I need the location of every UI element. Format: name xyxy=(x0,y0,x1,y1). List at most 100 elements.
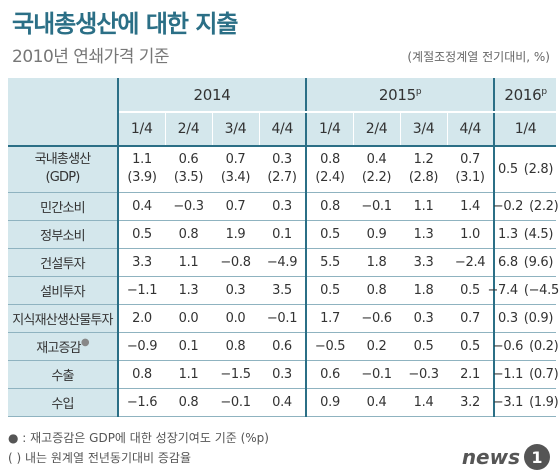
year-header-2016: 2016p xyxy=(493,78,557,113)
table-cell: 0.7 (3.1) xyxy=(447,146,495,193)
table-cell: 0.3 (0.9) xyxy=(493,304,557,333)
table-cell: 0.8 xyxy=(165,220,212,249)
table-cell: 0.0 xyxy=(212,304,259,333)
table-row: 민간소비 0.4 −0.3 0.7 0.3 0.8 −0.1 1.1 1.4 −0.2 (2.2) xyxy=(8,192,559,221)
table-cell: 1.1 xyxy=(165,248,212,277)
row-label: 정부소비 xyxy=(8,220,119,249)
table-cell: 1.4 xyxy=(400,388,448,417)
quarter-header: 1/4 xyxy=(118,112,165,147)
logo-badge: 1 xyxy=(524,444,550,470)
table-cell: −1.1 (0.7) xyxy=(493,360,559,389)
quarter-header: 1/4 xyxy=(305,112,354,147)
table-cell: 0.7 xyxy=(447,304,495,333)
table-cell: 1.2 (2.8) xyxy=(400,146,448,193)
table-cell: 0.0 xyxy=(165,304,212,333)
table-cell: 0.4 xyxy=(259,388,307,417)
table-cell: 1.3 xyxy=(400,220,448,249)
table-cell: 2.1 xyxy=(447,360,495,389)
table-row: 수입 −1.6 0.8 −0.1 0.4 0.9 0.4 1.4 3.2 −3.1 (1.9) xyxy=(8,388,559,417)
row-label: 건설투자 xyxy=(8,248,119,277)
table-cell: 1.9 xyxy=(212,220,259,249)
table-cell: 0.9 xyxy=(305,388,354,417)
table-cell: 1.1 (3.9) xyxy=(118,146,165,193)
table-row-gdp: 국내총생산 (GDP) 1.1 (3.9) 0.6 (3.5) 0.7 (3.4) 0… xyxy=(8,146,557,193)
footnote-inventory: ● : 재고증감은 GDP에 대한 성장기여도 기준 (%p) xyxy=(8,431,269,445)
table-cell: −3.1 (1.9) xyxy=(493,388,559,417)
table-cell: 0.5 xyxy=(447,332,495,361)
table-cell: 3.5 xyxy=(259,276,307,305)
footnotes: ● : 재고증감은 GDP에 대한 성장기여도 기준 (%p) ( ) 내는 원… xyxy=(8,428,269,468)
page-title: 국내총생산에 대한 지출 xyxy=(12,10,239,38)
news1-logo: news 1 xyxy=(462,444,550,470)
table-cell: −0.5 xyxy=(305,332,354,361)
logo-text: news xyxy=(461,445,520,469)
table-cell: 0.6 xyxy=(305,360,354,389)
footnote-marker-icon: ● xyxy=(80,336,90,348)
table-cell: 0.2 xyxy=(353,332,401,361)
table-cell: −1.6 xyxy=(118,388,165,417)
table-cell: −7.4 (−4.5) xyxy=(487,276,560,305)
table-cell: 0.8 (2.4) xyxy=(305,146,354,193)
quarter-header: 4/4 xyxy=(258,112,307,147)
row-label: 수출 xyxy=(8,360,119,389)
table-cell: −0.3 xyxy=(400,360,448,389)
table-cell: 0.8 xyxy=(353,276,401,305)
table-cell: −0.1 xyxy=(353,192,401,221)
table-cell: −2.4 xyxy=(447,248,495,277)
table-cell: 0.6 xyxy=(259,332,307,361)
table-cell: 1.8 xyxy=(353,248,401,277)
table-cell: −0.9 xyxy=(118,332,165,361)
table-row: 설비투자 −1.1 1.3 0.3 3.5 0.5 0.8 1.8 0.5 −7.4 (−4.5) xyxy=(8,276,560,305)
table-cell: 0.5 (2.8) xyxy=(493,146,557,193)
table-cell: −4.9 xyxy=(259,248,307,277)
row-label-gdp: 국내총생산 (GDP) xyxy=(8,146,119,193)
table-cell: 0.3 xyxy=(259,192,307,221)
table-cell: 0.1 xyxy=(259,220,307,249)
table-cell: 1.1 xyxy=(400,192,448,221)
quarter-header: 3/4 xyxy=(399,112,448,147)
unit-note: (계절조정계열 전기대비, %) xyxy=(407,50,550,64)
table-cell: 3.3 xyxy=(400,248,448,277)
table-cell: 5.5 xyxy=(305,248,354,277)
table-cell: 1.0 xyxy=(447,220,495,249)
table-row: 지식재산생산물투자 2.0 0.0 0.0 −0.1 1.7 −0.6 0.3 0.7 0.3 (0… xyxy=(8,304,557,333)
table-cell: 0.4 xyxy=(118,192,165,221)
table-cell: 0.8 xyxy=(118,360,165,389)
row-label: 민간소비 xyxy=(8,192,119,221)
table-cell: −0.1 xyxy=(353,360,401,389)
table-cell: 1.8 xyxy=(400,276,448,305)
table-cell: 0.5 xyxy=(400,332,448,361)
table-cell: 2.0 xyxy=(118,304,165,333)
table-cell: 1.3 (4.5) xyxy=(493,220,557,249)
row-label: 설비투자 xyxy=(8,276,119,305)
table-cell: 0.3 xyxy=(400,304,448,333)
table-cell: 0.3 (2.7) xyxy=(259,146,307,193)
table-cell: 0.4 (2.2) xyxy=(353,146,401,193)
table-cell: −0.1 xyxy=(212,388,259,417)
table-cell: −0.6 (0.2) xyxy=(493,332,559,361)
table-cell: 0.6 (3.5) xyxy=(165,146,212,193)
row-label: 지식재산생산물투자 xyxy=(8,304,119,333)
table-cell: −1.1 xyxy=(118,276,165,305)
table-row: 건설투자 3.3 1.1 −0.8 −4.9 5.5 1.8 3.3 −2.4 6.8 (9.6) xyxy=(8,248,557,277)
gdp-expenditure-table: 2014 2015p 2016p 1/4 2/4 3/4 4/4 1/4 2/4… xyxy=(8,78,560,417)
year-header-2014: 2014 xyxy=(118,78,307,113)
table-row: 재고증감● −0.9 0.1 0.8 0.6 −0.5 0.2 0.5 0.5 −0.6 (0.2) xyxy=(8,332,559,361)
quarter-header: 4/4 xyxy=(446,112,495,147)
quarter-header: 1/4 xyxy=(493,112,557,147)
row-label: 수입 xyxy=(8,388,119,417)
table-cell: 0.4 xyxy=(353,388,401,417)
table-cell: −0.3 xyxy=(165,192,212,221)
table-row: 정부소비 0.5 0.8 1.9 0.1 0.5 0.9 1.3 1.0 1.3 (4.5) xyxy=(8,220,557,249)
table-cell: 0.8 xyxy=(165,388,212,417)
table-cell: 0.5 xyxy=(118,220,165,249)
table-cell: −1.5 xyxy=(212,360,259,389)
table-cell: −0.2 (2.2) xyxy=(493,192,559,221)
table-cell: 3.3 xyxy=(118,248,165,277)
table-cell: 6.8 (9.6) xyxy=(493,248,557,277)
table-cell: 0.9 xyxy=(353,220,401,249)
table-cell: 1.4 xyxy=(447,192,495,221)
table-cell: 0.1 xyxy=(165,332,212,361)
quarter-header: 3/4 xyxy=(211,112,259,147)
page-subtitle: 2010년 연쇄가격 기준 xyxy=(12,47,170,67)
